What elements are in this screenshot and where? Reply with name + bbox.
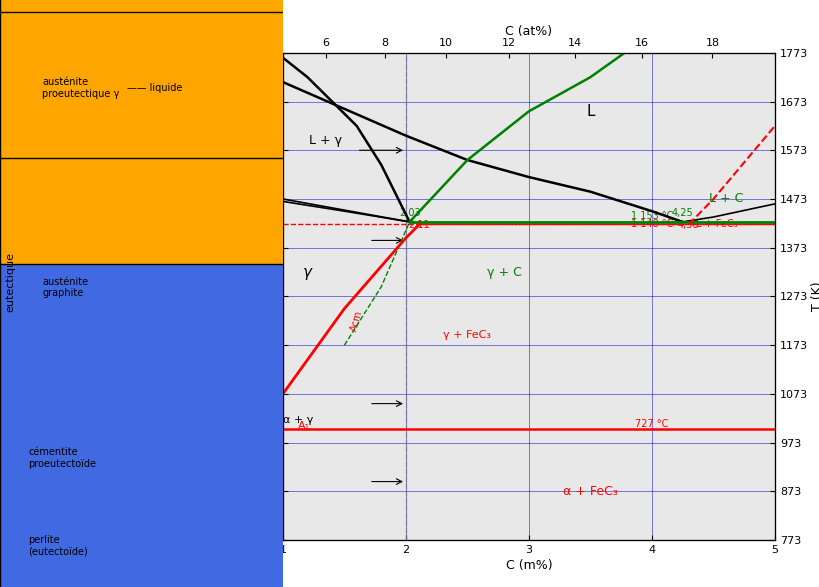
Text: perlite
(eutectoïde): perlite (eutectoïde) — [28, 535, 88, 556]
FancyBboxPatch shape — [0, 12, 325, 493]
X-axis label: C (at%): C (at%) — [505, 25, 552, 38]
Text: α + γ: α + γ — [283, 415, 313, 425]
Text: 727 °C: 727 °C — [635, 419, 667, 429]
Text: L + C: L + C — [708, 193, 742, 205]
Y-axis label: T (°C): T (°C) — [233, 278, 246, 315]
Text: 1 148 °C: 1 148 °C — [630, 220, 672, 230]
FancyBboxPatch shape — [0, 264, 325, 587]
Text: 2,03: 2,03 — [398, 208, 420, 218]
Text: L + FeC₃: L + FeC₃ — [695, 220, 737, 230]
Text: γ + FeC₃: γ + FeC₃ — [442, 330, 491, 340]
Text: 2,11: 2,11 — [408, 220, 430, 230]
X-axis label: C (m%): C (m%) — [505, 559, 551, 572]
Text: 4,30: 4,30 — [677, 220, 699, 230]
Y-axis label: T (K): T (K) — [810, 282, 819, 311]
Text: austénite
graphite: austénite graphite — [43, 277, 88, 298]
Text: cémentite
proeutectoïde: cémentite proeutectoïde — [28, 447, 96, 468]
Text: austénite
proeutectique γ: austénite proeutectique γ — [43, 77, 120, 99]
FancyBboxPatch shape — [0, 158, 325, 587]
Text: A₁: A₁ — [297, 421, 310, 431]
Text: γ: γ — [303, 265, 311, 279]
Text: L: L — [586, 104, 594, 119]
Text: 1 153 °C: 1 153 °C — [630, 211, 672, 221]
Text: α + FeC₃: α + FeC₃ — [563, 485, 617, 498]
Text: —— liquide: —— liquide — [127, 83, 183, 93]
Text: L + γ: L + γ — [309, 134, 342, 147]
Text: 4,25: 4,25 — [671, 208, 693, 218]
Text: Acm: Acm — [349, 309, 364, 333]
Text: 0,77: 0,77 — [230, 421, 251, 431]
Text: eutectique: eutectique — [6, 252, 16, 312]
FancyBboxPatch shape — [0, 0, 325, 340]
Text: γ + C: γ + C — [486, 265, 521, 279]
